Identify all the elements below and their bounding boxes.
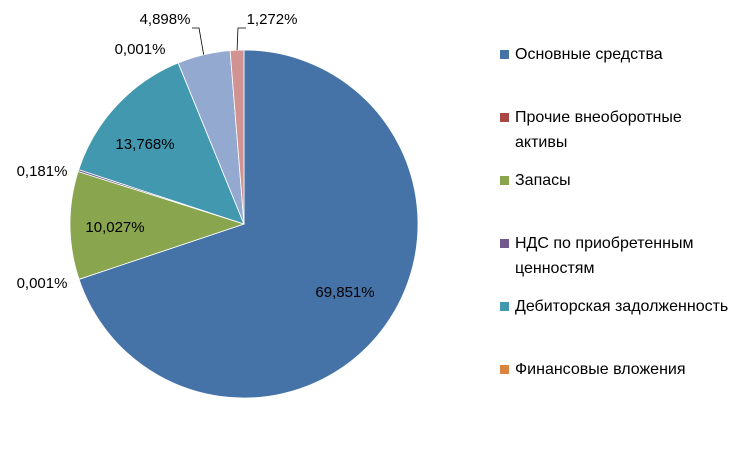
legend-label: Прочие внеоборотные активы: [515, 109, 682, 151]
legend-swatch: [500, 302, 509, 311]
pie-area: 69,851% 0,001% 10,027% 0,181% 13,768% 0,001% 4…: [17, 11, 419, 399]
legend-item: Финансовые вложения: [500, 357, 735, 382]
data-label: 10,027%: [85, 219, 144, 236]
legend-item: НДС по приобретенным ценностям: [500, 231, 735, 281]
data-label: 0,001%: [17, 275, 68, 292]
data-label: 13,768%: [115, 136, 174, 153]
pie-slice: [69, 170, 246, 280]
legend-swatch: [500, 365, 509, 374]
legend-item: Дебиторская задолженность: [500, 294, 735, 319]
data-label: 4,898%: [140, 11, 191, 28]
legend-item: Основные средства: [500, 42, 735, 67]
legend-label: Основные средства: [515, 46, 663, 63]
data-label: 0,181%: [17, 163, 68, 180]
data-label: 0,001%: [115, 41, 166, 58]
leader-line: [192, 27, 205, 55]
legend-item: Запасы: [500, 168, 735, 193]
pie-slice: [78, 62, 245, 225]
legend-swatch: [500, 239, 509, 248]
legend-label: НДС по приобретенным ценностям: [515, 235, 694, 277]
legend-label: Дебиторская задолженность: [515, 298, 729, 315]
data-label: 69,851%: [315, 284, 374, 301]
data-label: 1,272%: [247, 11, 298, 28]
legend-label: Финансовые вложения: [515, 361, 686, 378]
legend-swatch: [500, 176, 509, 185]
legend-swatch: [500, 113, 509, 122]
legend-swatch: [500, 50, 509, 59]
pie-slice: [78, 49, 419, 399]
legend-item: Прочие внеоборотные активы: [500, 105, 735, 155]
legend-label: Запасы: [515, 172, 571, 189]
leader-line: [236, 27, 246, 51]
